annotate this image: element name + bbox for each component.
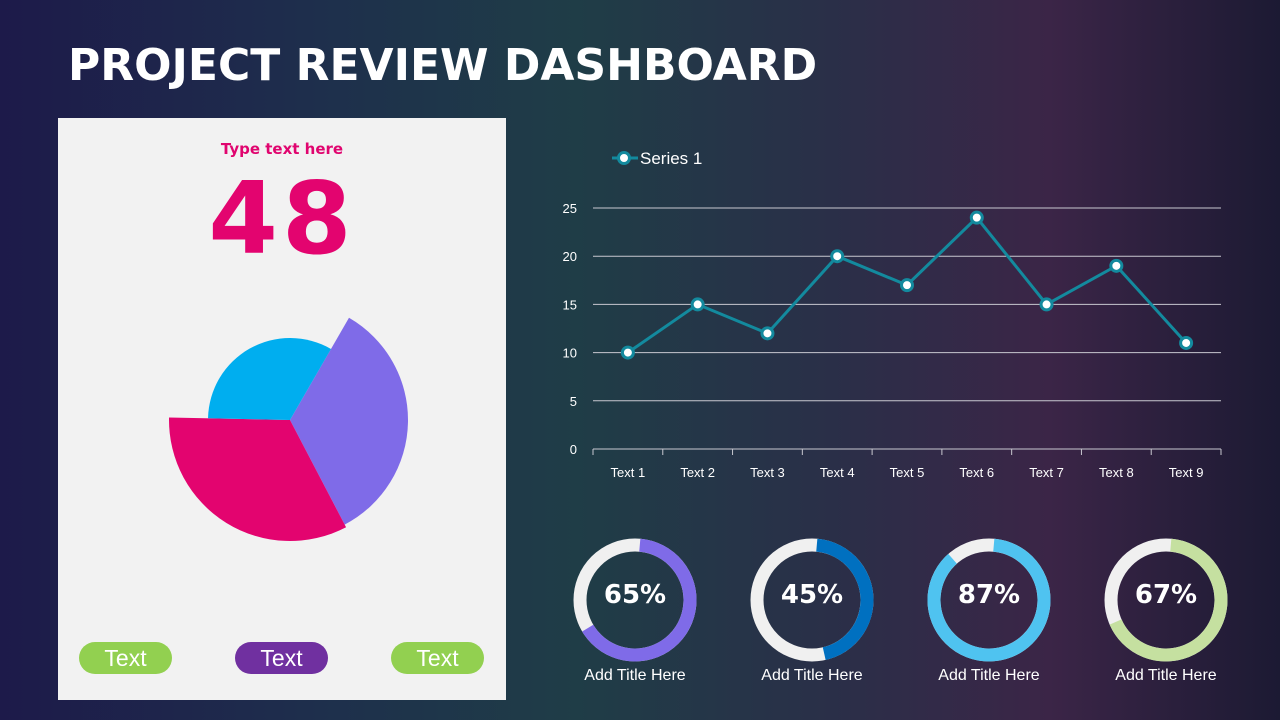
legend-label: Series 1 [640, 149, 702, 168]
donut-value: 65% [603, 580, 667, 610]
pie-slice [208, 338, 331, 420]
donut-title: Add Title Here [938, 667, 1040, 684]
x-tick-label: Text 3 [750, 465, 785, 480]
y-tick-label: 0 [570, 442, 577, 457]
x-tick-label: Text 8 [1099, 465, 1134, 480]
donut-progress [573, 538, 697, 662]
page-title: PROJECT REVIEW DASHBOARD [68, 40, 818, 91]
progress-donut: 45% Add Title Here [747, 536, 877, 685]
donut-ring [927, 538, 1051, 662]
pie-chart [168, 317, 408, 541]
kpi-value: 48 [208, 160, 356, 277]
donut-title: Add Title Here [584, 667, 686, 684]
x-tick-label: Text 5 [890, 465, 925, 480]
y-tick-label: 5 [570, 394, 577, 409]
data-point [900, 278, 914, 293]
donut-progress [1104, 538, 1228, 662]
data-point [690, 297, 705, 312]
card-label: Type text here [220, 140, 344, 158]
donut-value: 87% [957, 580, 1021, 610]
y-tick-label: 20 [563, 249, 577, 264]
donut-progress [927, 538, 1051, 662]
text-pill-1[interactable]: Text [79, 642, 172, 674]
data-point [1179, 335, 1194, 350]
x-tick-label: Text 9 [1169, 465, 1204, 480]
progress-donut: 87% Add Title Here [924, 536, 1054, 685]
pie-slice [290, 317, 408, 525]
data-point [620, 345, 635, 360]
x-tick-label: Text 2 [680, 465, 715, 480]
donut-ring [750, 538, 874, 662]
donut-value: 67% [1134, 580, 1198, 610]
donut-value: 45% [780, 580, 844, 610]
y-tick-label: 25 [563, 201, 577, 216]
pie-slice [168, 417, 347, 541]
donut-title: Add Title Here [761, 667, 863, 684]
data-point [1109, 258, 1124, 273]
x-tick-label: Text 1 [611, 465, 646, 480]
progress-donut: 65% Add Title Here [570, 536, 700, 685]
y-tick-label: 15 [563, 297, 577, 312]
data-point [1039, 297, 1054, 312]
y-tick-label: 10 [563, 346, 577, 361]
donut-ring [1104, 538, 1228, 662]
text-pill-3[interactable]: Text [391, 642, 484, 674]
donut-ring [573, 538, 697, 662]
donut-progress [750, 538, 874, 662]
text-pill-2[interactable]: Text [235, 642, 328, 674]
line-chart: 0 5 10 15 20 25 Text 1 Text 2 Text 3 Text 4 Text 5… [563, 149, 1222, 480]
data-point [969, 210, 984, 225]
data-point [830, 249, 845, 264]
data-point [760, 326, 775, 341]
x-tick-label: Text 6 [959, 465, 994, 480]
x-tick-label: Text 7 [1029, 465, 1064, 480]
progress-donut: 67% Add Title Here [1101, 536, 1231, 685]
x-tick-label: Text 4 [820, 465, 855, 480]
kpi-card: Type text here 48 Text Text Text [58, 118, 506, 700]
donut-title: Add Title Here [1115, 667, 1217, 684]
legend-marker [617, 151, 631, 165]
